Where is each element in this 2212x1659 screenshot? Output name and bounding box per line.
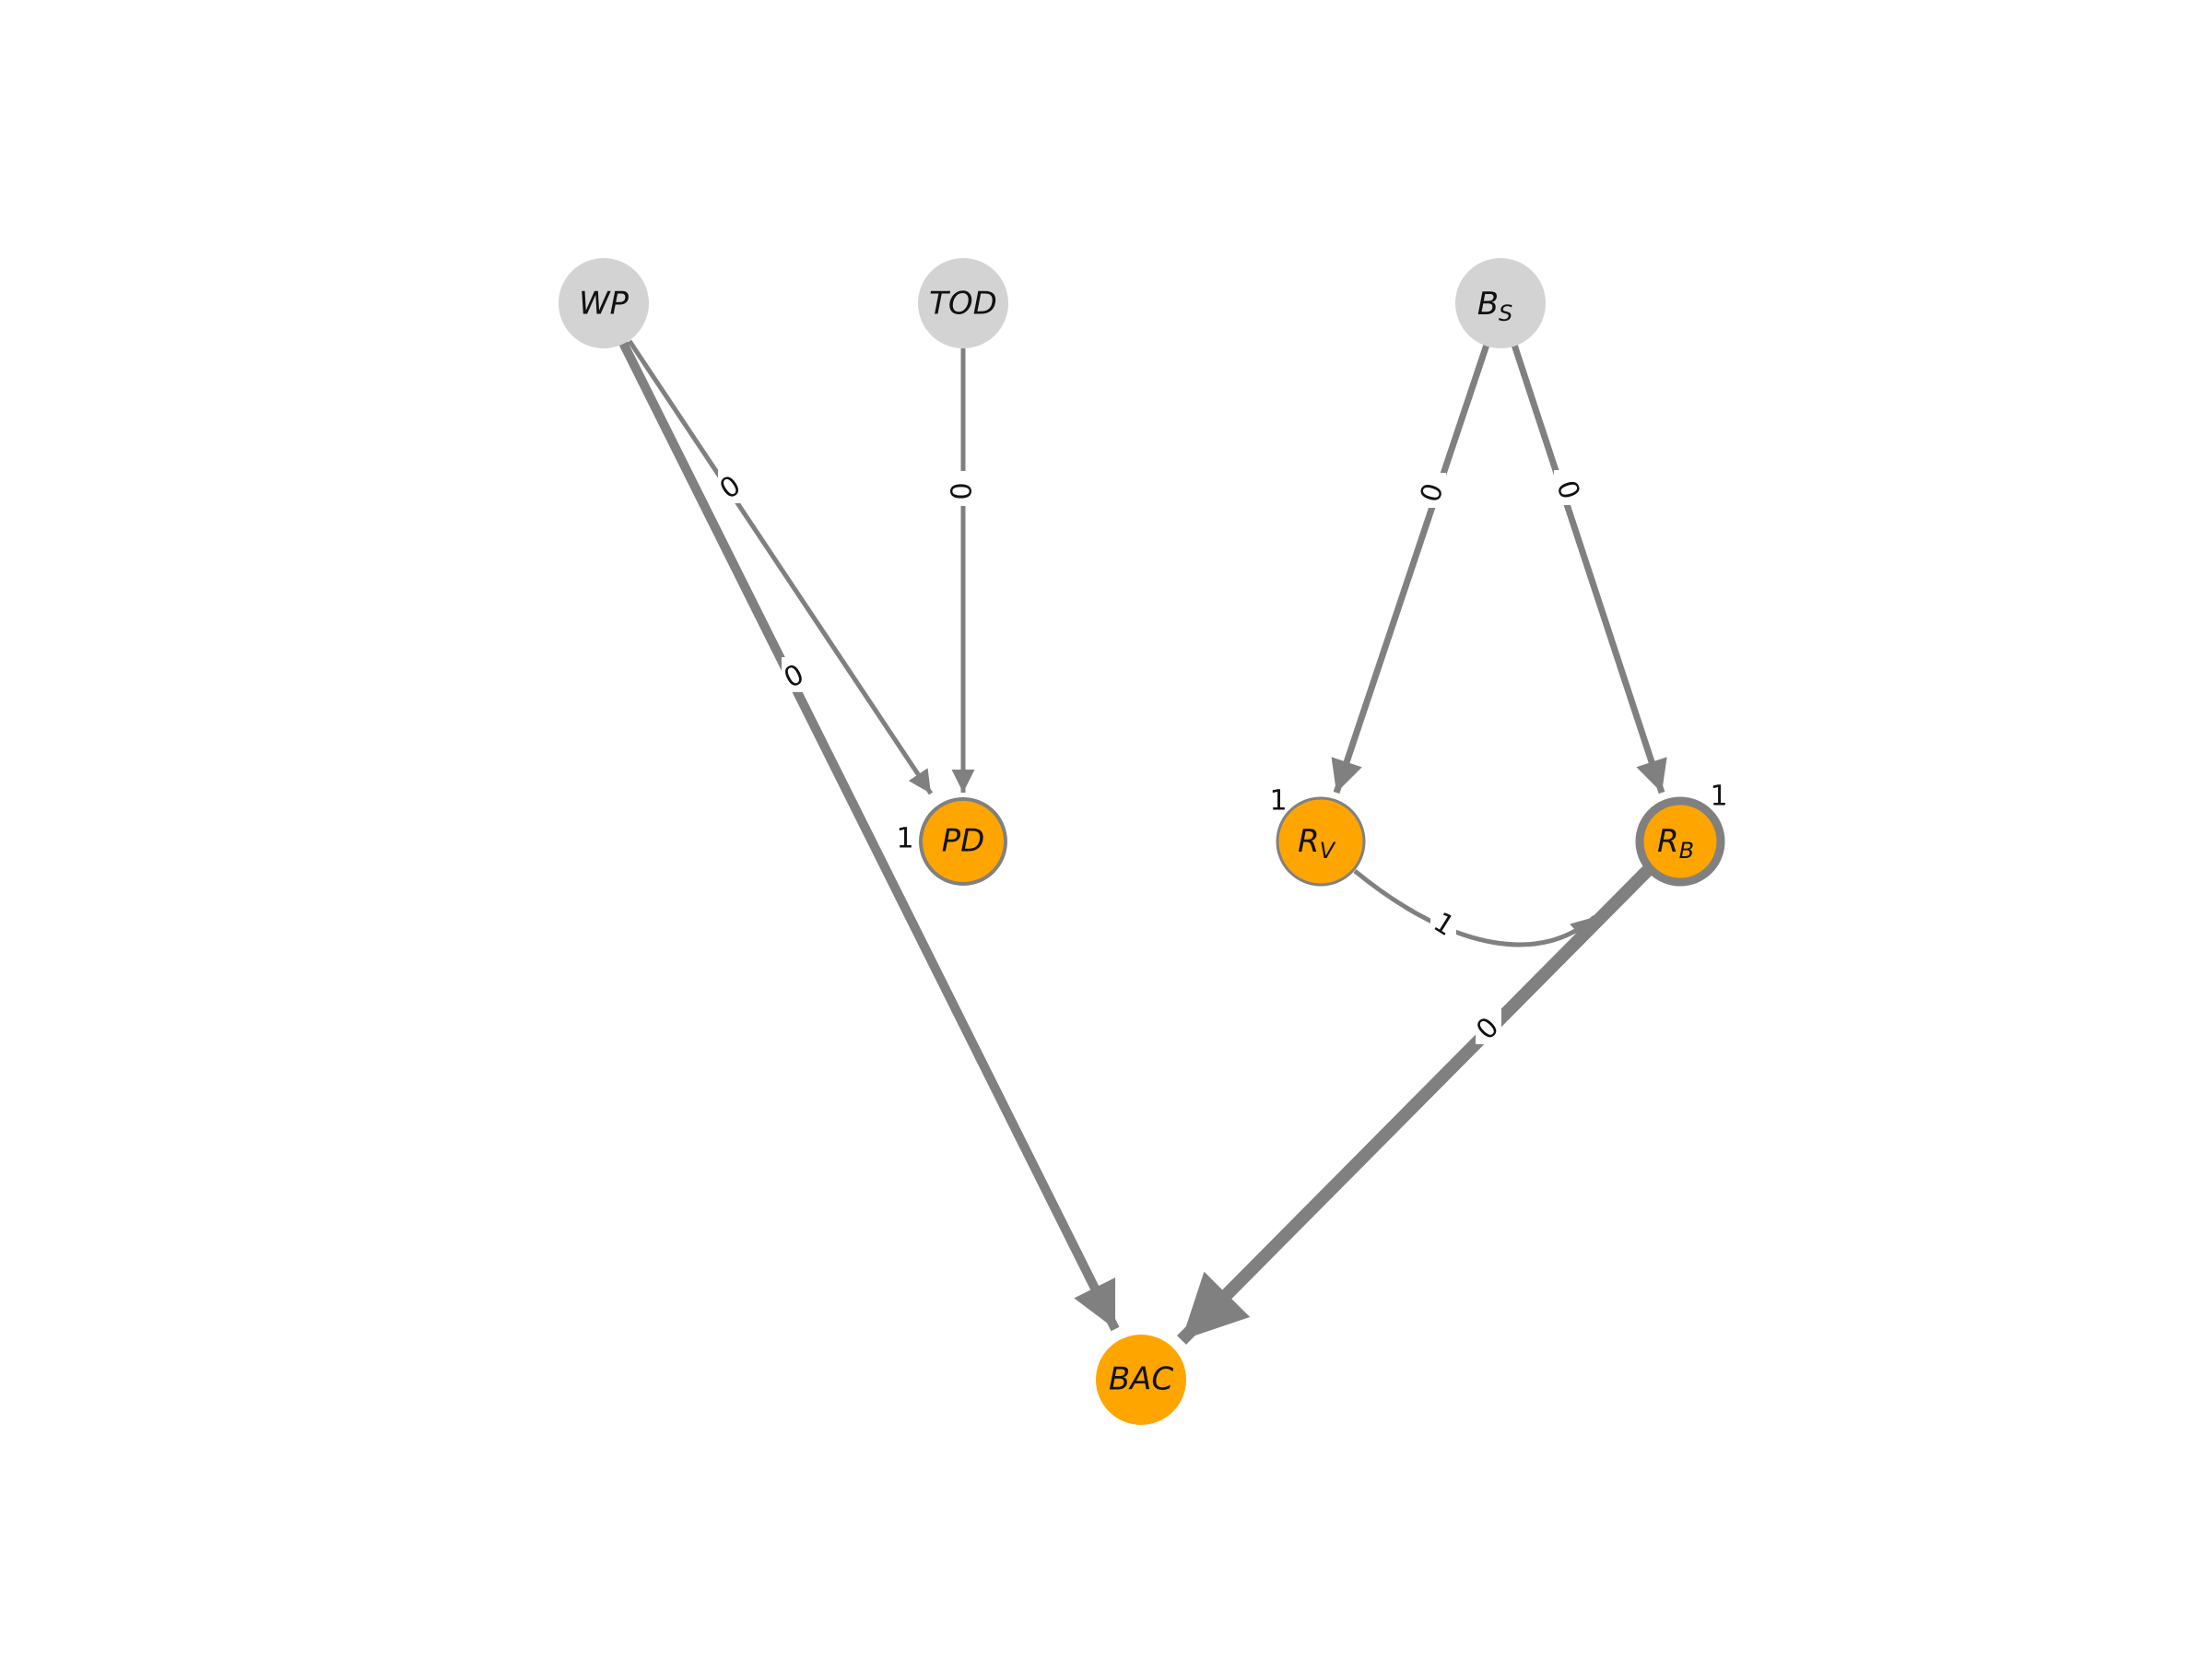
node-label-pd: PD [942, 823, 985, 860]
node-label-rv: R [1298, 823, 1320, 860]
self-loop-label-pd: 1 [896, 823, 913, 855]
node-sub-rb: B [1679, 838, 1694, 864]
node-rv[interactable]: RV 1 [1269, 785, 1366, 887]
node-sub-bs: S [1499, 300, 1512, 326]
node-rb[interactable]: RB 1 [1635, 781, 1728, 887]
node-pd[interactable]: PD 1 [896, 797, 1007, 886]
svg-text:RB: RB [1657, 823, 1694, 865]
edge-wp-bac: 0 [618, 340, 1120, 1332]
svg-text:BS: BS [1477, 286, 1513, 327]
node-wp[interactable]: WP [559, 258, 649, 348]
node-label-wp: WP [579, 286, 629, 323]
edge-tod-pd: 0 [947, 348, 979, 793]
node-label-rb: R [1657, 823, 1679, 860]
edge-wp-pd: 0 [627, 339, 934, 795]
svg-text:RV: RV [1298, 823, 1336, 865]
node-label-tod: TOD [929, 286, 997, 323]
edge-rb-bac: 0 [1177, 865, 1653, 1345]
node-bs[interactable]: BS [1455, 258, 1546, 348]
edge-bs-rb: 0 [1511, 343, 1667, 794]
self-loop-label-rv: 1 [1269, 785, 1287, 818]
self-loop-label-rb: 1 [1710, 781, 1727, 813]
node-bac[interactable]: BAC [1096, 1335, 1186, 1425]
node-label-bac: BAC [1109, 1361, 1174, 1398]
node-label-bs: B [1477, 286, 1499, 323]
edge-label-tod-pd: 0 [947, 482, 979, 500]
node-tod[interactable]: TOD [918, 258, 1008, 348]
edge-rv-rb: 1 [1353, 869, 1596, 947]
node-sub-rv: V [1320, 838, 1336, 864]
edge-bs-rv: 0 [1331, 343, 1490, 794]
